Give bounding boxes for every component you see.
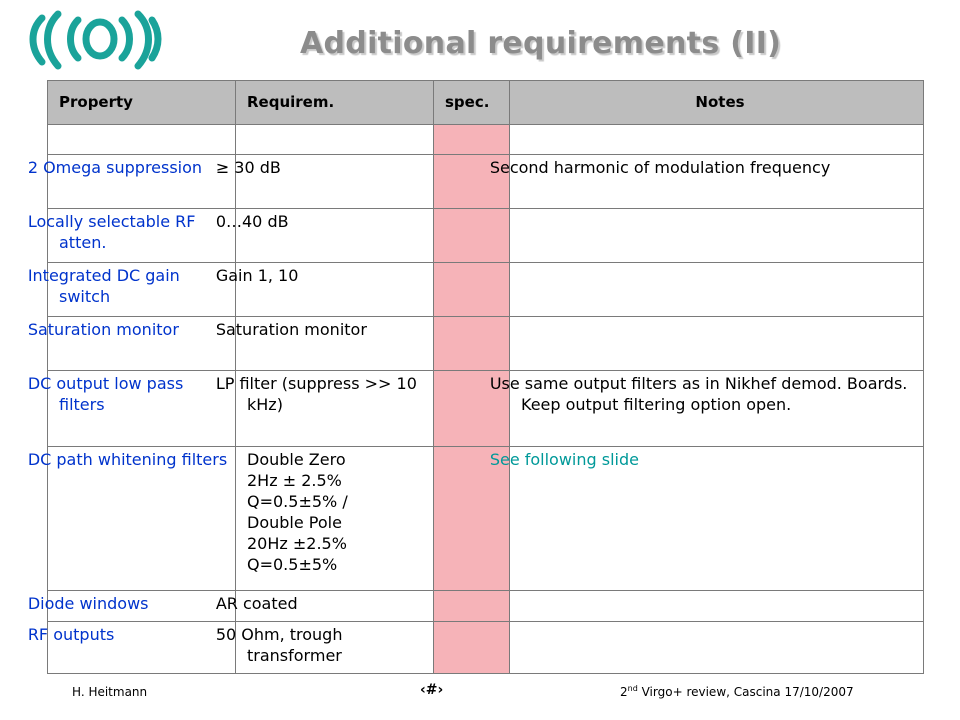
cell-property: DC path whitening filters (28, 446, 236, 591)
cell-spec (433, 208, 510, 263)
cell-spec (433, 590, 510, 622)
header-property: Property (47, 80, 236, 125)
cell-notes: See following slide (490, 446, 924, 591)
footer-event: 2nd Virgo+ review, Cascina 17/10/2007 (620, 684, 854, 699)
cell-requirement: AR coated (216, 590, 434, 622)
cell-property: RF outputs (28, 621, 236, 674)
cell-property: Diode windows (28, 590, 236, 622)
cell-notes (509, 262, 924, 317)
footer-event-sup: nd (627, 684, 638, 693)
table-row: 2 Omega suppression ≥ 30 dB Second harmoni… (28, 154, 924, 209)
cell-notes (509, 208, 924, 263)
cell-requirement: Saturation monitor (216, 316, 434, 371)
footer-event-prefix: 2 (620, 685, 628, 699)
slide-title: Additional requirements (II) (300, 26, 782, 61)
table-row: Locally selectable RF atten. 0…40 dB (28, 208, 924, 263)
cell-spec (433, 316, 510, 371)
cell-spec (433, 124, 510, 155)
cell-requirement: LP filter (suppress >> 10 kHz) (216, 370, 434, 447)
footer-event-rest: Virgo+ review, Cascina 17/10/2007 (637, 685, 854, 699)
footer-page-number: ‹#› (420, 682, 444, 698)
cell-notes (509, 124, 924, 155)
virgo-logo (29, 10, 162, 70)
cell-notes (509, 590, 924, 622)
table-row: Saturation monitor Saturation monitor (28, 316, 924, 371)
table-row: DC path whitening filters Double Zero 2Hz… (28, 446, 924, 591)
table-body: 2 Omega suppression ≥ 30 dB Second harmoni… (28, 124, 924, 674)
table-row: DC output low pass filters LP filter (sup… (28, 370, 924, 447)
cell-spec (433, 621, 510, 674)
cell-requirement: Double Zero 2Hz ± 2.5% Q=0.5±5% / Double… (235, 446, 434, 591)
cell-spec (433, 154, 510, 209)
cell-notes: Second harmonic of modulation frequency (490, 154, 924, 209)
cell-property: Saturation monitor (28, 316, 236, 371)
cell-requirement: 50 Ohm, trough transformer (216, 621, 434, 674)
cell-property (47, 124, 236, 155)
table-header-row: Property Requirem. spec. Notes (47, 80, 924, 125)
cell-requirement: Gain 1, 10 (216, 262, 434, 317)
cell-notes: Use same output filters as in Nikhef dem… (490, 370, 924, 447)
header-notes: Notes (509, 80, 924, 125)
cell-property: 2 Omega suppression (28, 154, 236, 209)
table-row (47, 124, 924, 155)
cell-requirement: ≥ 30 dB (216, 154, 434, 209)
requirements-table: Property Requirem. spec. Notes 2 Omega s… (28, 80, 924, 674)
cell-spec (433, 446, 510, 591)
cell-requirement (235, 124, 434, 155)
table-row: Integrated DC gain switch Gain 1, 10 (28, 262, 924, 317)
footer-author: H. Heitmann (72, 685, 148, 699)
header-requirement: Requirem. (235, 80, 434, 125)
cell-notes (509, 316, 924, 371)
cell-notes (509, 621, 924, 674)
cell-requirement: 0…40 dB (216, 208, 434, 263)
cell-property: Locally selectable RF atten. (28, 208, 236, 263)
cell-spec (433, 262, 510, 317)
cell-property: DC output low pass filters (28, 370, 236, 447)
cell-property: Integrated DC gain switch (28, 262, 236, 317)
header-spec: spec. (433, 80, 510, 125)
table-row: RF outputs 50 Ohm, trough transformer (28, 621, 924, 674)
table-row: Diode windows AR coated (28, 590, 924, 622)
